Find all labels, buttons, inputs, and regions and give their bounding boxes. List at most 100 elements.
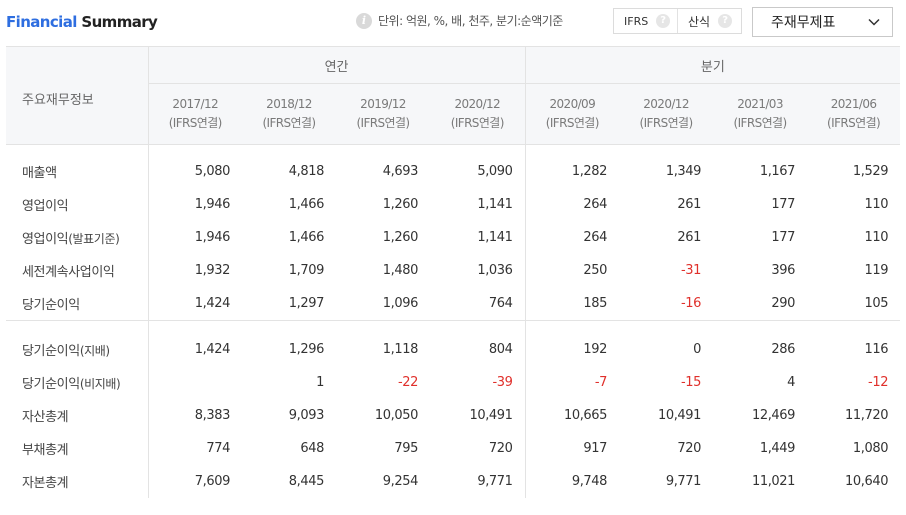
row-label-suffix: (발표기준) — [68, 232, 120, 246]
row-label-text: 영업이익 — [22, 199, 69, 214]
period-date: 2021/06 — [830, 97, 877, 111]
period-header: 2021/03 (IFRS연결) — [713, 83, 808, 145]
cell-value: 1,260 — [382, 197, 419, 212]
period-basis: (IFRS연결) — [262, 116, 316, 130]
row-label[interactable]: 세전계속사업이익 — [6, 254, 149, 287]
section-title: Financial Summary — [6, 13, 158, 31]
cell-value: 795 — [394, 441, 418, 456]
row-label-text: 세전계속사업이익 — [22, 265, 115, 280]
group-header-quarter: 분기 — [524, 46, 901, 84]
table-row: 당기순이익(비지배) 1 -22 -39 -7 -15 4 -12 — [6, 366, 900, 399]
row-label[interactable]: 당기순이익(비지배) — [6, 366, 149, 399]
financial-summary-table: 주요재무정보 연간 분기 2017/12 (IFRS연결) 2018/12 (IFRS… — [6, 46, 901, 498]
cell-value: 10,491 — [657, 408, 702, 423]
period-header: 2020/12 (IFRS연결) — [619, 83, 714, 145]
cell-value — [148, 366, 242, 399]
cell-value: 1,466 — [288, 197, 325, 212]
cell-value: 1,080 — [852, 441, 889, 456]
cell-value: 185 — [524, 287, 620, 321]
row-label[interactable]: 영업이익(발표기준) — [6, 221, 149, 254]
period-date: 2020/09 — [549, 97, 596, 111]
cell-value: 11,720 — [845, 408, 889, 423]
cell-value: 804 — [430, 320, 526, 366]
row-label-text: 당기순이익 — [22, 344, 80, 359]
period-date: 2019/12 — [360, 97, 406, 111]
period-date: 2020/12 — [454, 97, 501, 111]
cell-value: 192 — [524, 320, 620, 366]
row-label-text: 영업이익 — [22, 232, 69, 247]
cell-value: 11,021 — [751, 474, 796, 489]
period-basis: (IFRS연결) — [356, 116, 410, 130]
cell-value: 1,260 — [382, 230, 419, 245]
cell-value: 1,096 — [382, 296, 419, 311]
cell-value: 10,665 — [524, 399, 620, 432]
cell-value: 1,282 — [524, 144, 620, 188]
cell-value: 110 — [864, 230, 889, 245]
formula-option[interactable]: 산식 ? — [678, 9, 741, 33]
unit-note: i 단위: 억원, %, 배, 천주, 분기:순액기준 — [356, 12, 563, 29]
cell-value: 9,771 — [477, 474, 513, 489]
row-label-suffix: (지배) — [79, 344, 110, 358]
formula-help-icon[interactable]: ? — [718, 14, 733, 28]
cell-value: 290 — [771, 296, 796, 311]
cell-value: 1,466 — [288, 230, 325, 245]
row-label-text: 당기순이익 — [22, 298, 80, 313]
cell-value: 5,090 — [477, 164, 513, 179]
cell-value: -16 — [681, 296, 702, 311]
cell-value: 774 — [206, 441, 230, 456]
cell-value: 9,748 — [524, 465, 620, 498]
cell-value: 1,449 — [759, 441, 796, 456]
cell-value: 8,445 — [288, 474, 325, 489]
period-basis: (IFRS연결) — [827, 116, 881, 130]
cell-value: 264 — [524, 188, 620, 221]
period-header: 2018/12 (IFRS연결) — [242, 83, 336, 145]
cell-value: 5,080 — [194, 164, 231, 179]
info-icon[interactable]: i — [356, 12, 372, 29]
cell-value: 1,118 — [336, 320, 430, 366]
cell-value: 286 — [713, 320, 808, 366]
col-header-main-item: 주요재무정보 — [6, 46, 149, 145]
ifrs-help-icon[interactable]: ? — [656, 14, 671, 28]
period-header: 2020/12 (IFRS연결) — [430, 83, 526, 145]
cell-value: 116 — [807, 320, 901, 366]
cell-value: 177 — [771, 230, 796, 245]
cell-value: 1,141 — [477, 197, 513, 212]
period-header: 2021/06 (IFRS연결) — [807, 83, 901, 145]
row-label[interactable]: 영업이익 — [6, 188, 149, 221]
row-label[interactable]: 자본총계 — [6, 465, 149, 498]
period-basis: (IFRS연결) — [450, 116, 505, 130]
statement-type-value: 주재무제표 — [771, 15, 836, 31]
cell-value: -7 — [524, 366, 620, 399]
section-title-part1: Financial — [6, 13, 77, 31]
cell-value: 648 — [300, 441, 324, 456]
cell-value: -22 — [397, 375, 418, 390]
row-label-text: 매출액 — [22, 166, 57, 181]
cell-value: 1,141 — [477, 230, 513, 245]
period-date: 2017/12 — [172, 97, 219, 111]
cell-value: 1,946 — [194, 230, 231, 245]
cell-value: 1,709 — [288, 263, 325, 278]
row-label[interactable]: 당기순이익 — [6, 287, 149, 321]
cell-value: -15 — [681, 375, 702, 390]
ifrs-option[interactable]: IFRS ? — [614, 9, 678, 33]
basis-toggle: IFRS ? 산식 ? — [613, 8, 742, 34]
row-label[interactable]: 매출액 — [6, 144, 149, 188]
cell-value: -39 — [492, 375, 513, 390]
period-date: 2020/12 — [643, 97, 689, 111]
row-label[interactable]: 부채총계 — [6, 432, 149, 465]
row-label[interactable]: 자산총계 — [6, 399, 149, 432]
cell-value: 10,050 — [374, 408, 418, 423]
period-header: 2019/12 (IFRS연결) — [336, 83, 430, 145]
cell-value: 4 — [787, 375, 796, 390]
statement-type-select[interactable]: 주재무제표 — [752, 7, 893, 37]
row-label-suffix: (비지배) — [79, 377, 121, 391]
cell-value: 9,093 — [288, 408, 325, 423]
cell-value: 917 — [524, 432, 620, 465]
cell-value: 4,818 — [288, 164, 325, 179]
unit-note-text: 단위: 억원, %, 배, 천주, 분기:순액기준 — [378, 14, 563, 28]
row-label-text: 부채총계 — [22, 443, 69, 458]
cell-value: 110 — [864, 197, 889, 212]
cell-value: 1 — [316, 375, 324, 390]
row-label[interactable]: 당기순이익(지배) — [6, 320, 149, 366]
table-row: 매출액 5,080 4,818 4,693 5,090 1,282 1,349 1,167 1,… — [6, 144, 900, 188]
